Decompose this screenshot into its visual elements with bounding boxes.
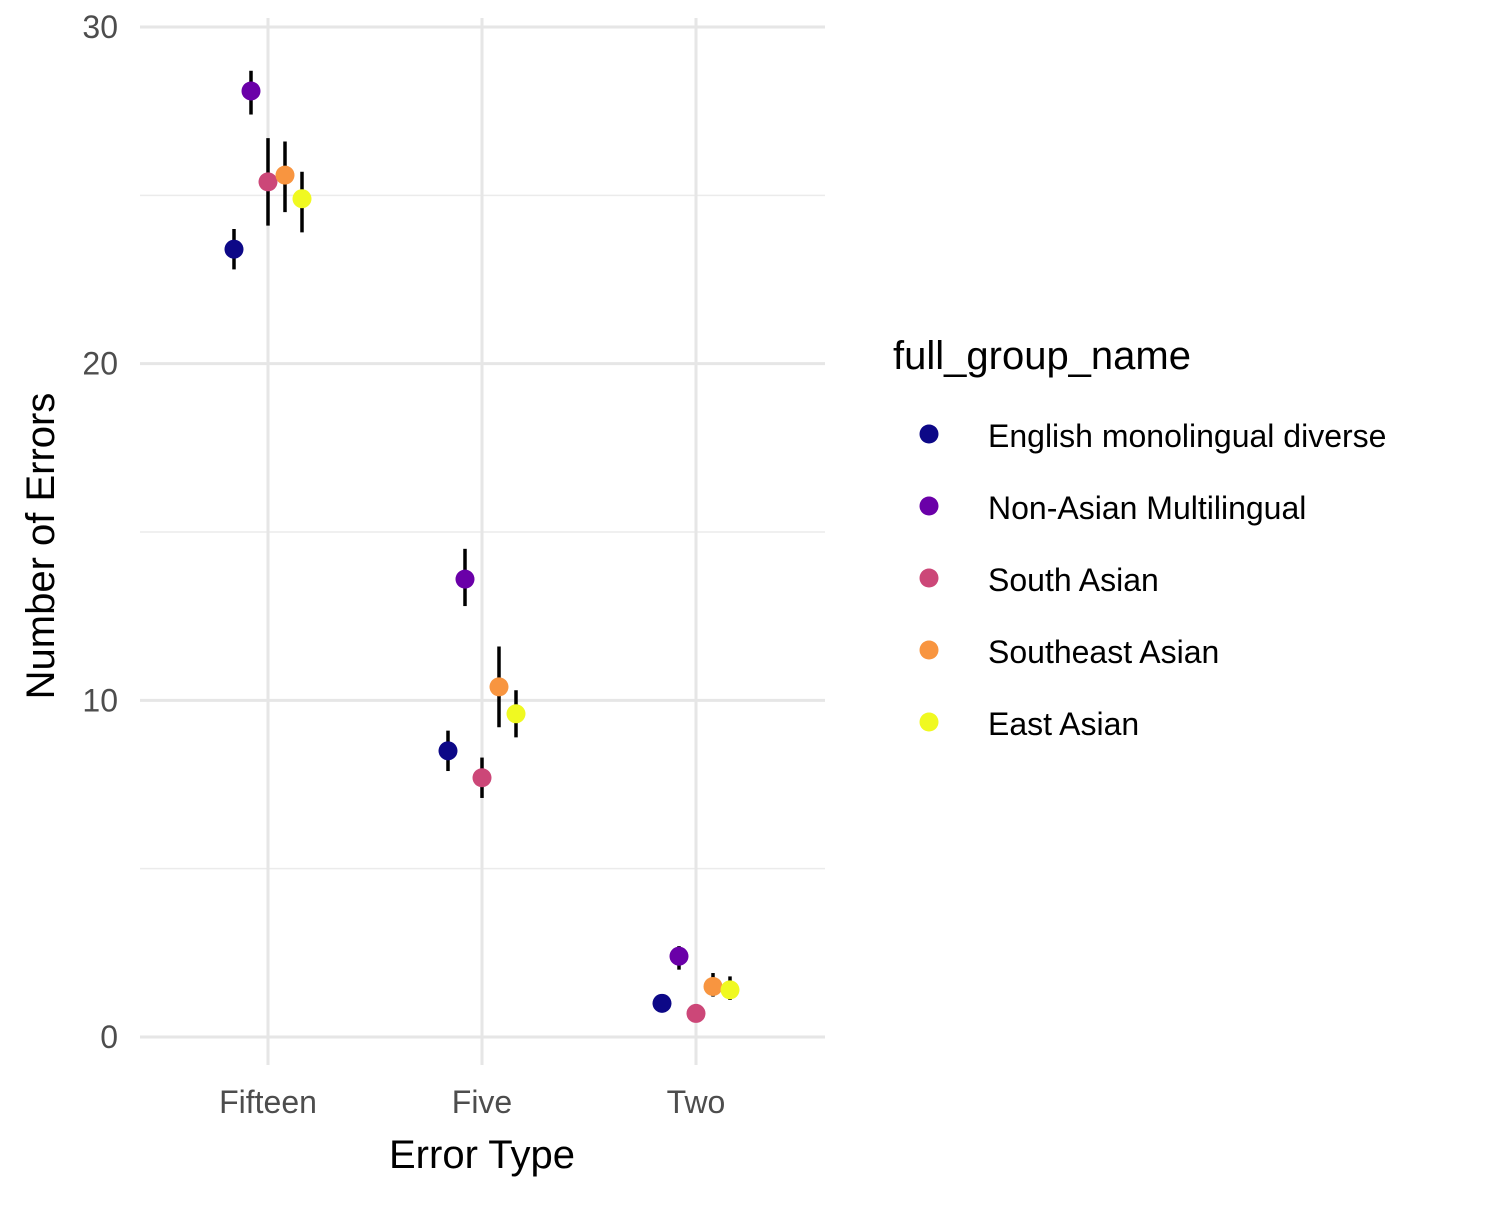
legend-title: full_group_name — [893, 334, 1191, 378]
x-tick-label: Fifteen — [219, 1084, 317, 1120]
data-point — [489, 677, 509, 697]
legend-label: English monolingual diverse — [988, 418, 1386, 454]
data-point — [703, 977, 723, 996]
x-tick-labels: Fifteen Five Two — [219, 1084, 725, 1120]
x-axis-title: Error Type — [389, 1133, 575, 1177]
legend-label: Southeast Asian — [988, 634, 1219, 670]
legend-key — [919, 712, 939, 732]
y-tick-labels: 0 10 20 30 — [82, 9, 118, 1055]
legend-label: Non-Asian Multilingual — [988, 490, 1306, 526]
legend-key — [919, 568, 939, 588]
x-tick-label: Five — [452, 1084, 512, 1120]
legend-label: East Asian — [988, 706, 1139, 742]
legend-label: South Asian — [988, 562, 1159, 598]
data-point — [669, 946, 689, 966]
data-points — [224, 81, 740, 1023]
data-point — [292, 189, 312, 209]
data-point — [652, 993, 672, 1013]
data-point — [686, 1003, 706, 1023]
y-tick-label: 10 — [82, 682, 118, 718]
legend: full_group_name English monolingual dive… — [893, 334, 1386, 742]
grid-layer — [140, 18, 825, 1065]
data-point — [455, 569, 475, 589]
data-point — [472, 768, 492, 788]
legend-items: English monolingual diverse Non-Asian Mul… — [919, 418, 1386, 742]
legend-key — [919, 640, 939, 660]
legend-key — [919, 496, 939, 516]
data-point — [438, 741, 458, 761]
data-point — [258, 172, 278, 192]
y-tick-label: 30 — [82, 9, 118, 45]
data-point — [224, 239, 244, 259]
data-point — [720, 980, 740, 1000]
legend-key — [919, 424, 939, 444]
data-point — [241, 81, 261, 101]
y-axis-title: Number of Errors — [19, 393, 63, 700]
y-tick-label: 0 — [100, 1019, 118, 1055]
x-tick-label: Two — [667, 1084, 726, 1120]
data-point — [275, 165, 295, 185]
data-point — [506, 704, 526, 724]
y-tick-label: 20 — [82, 346, 118, 382]
